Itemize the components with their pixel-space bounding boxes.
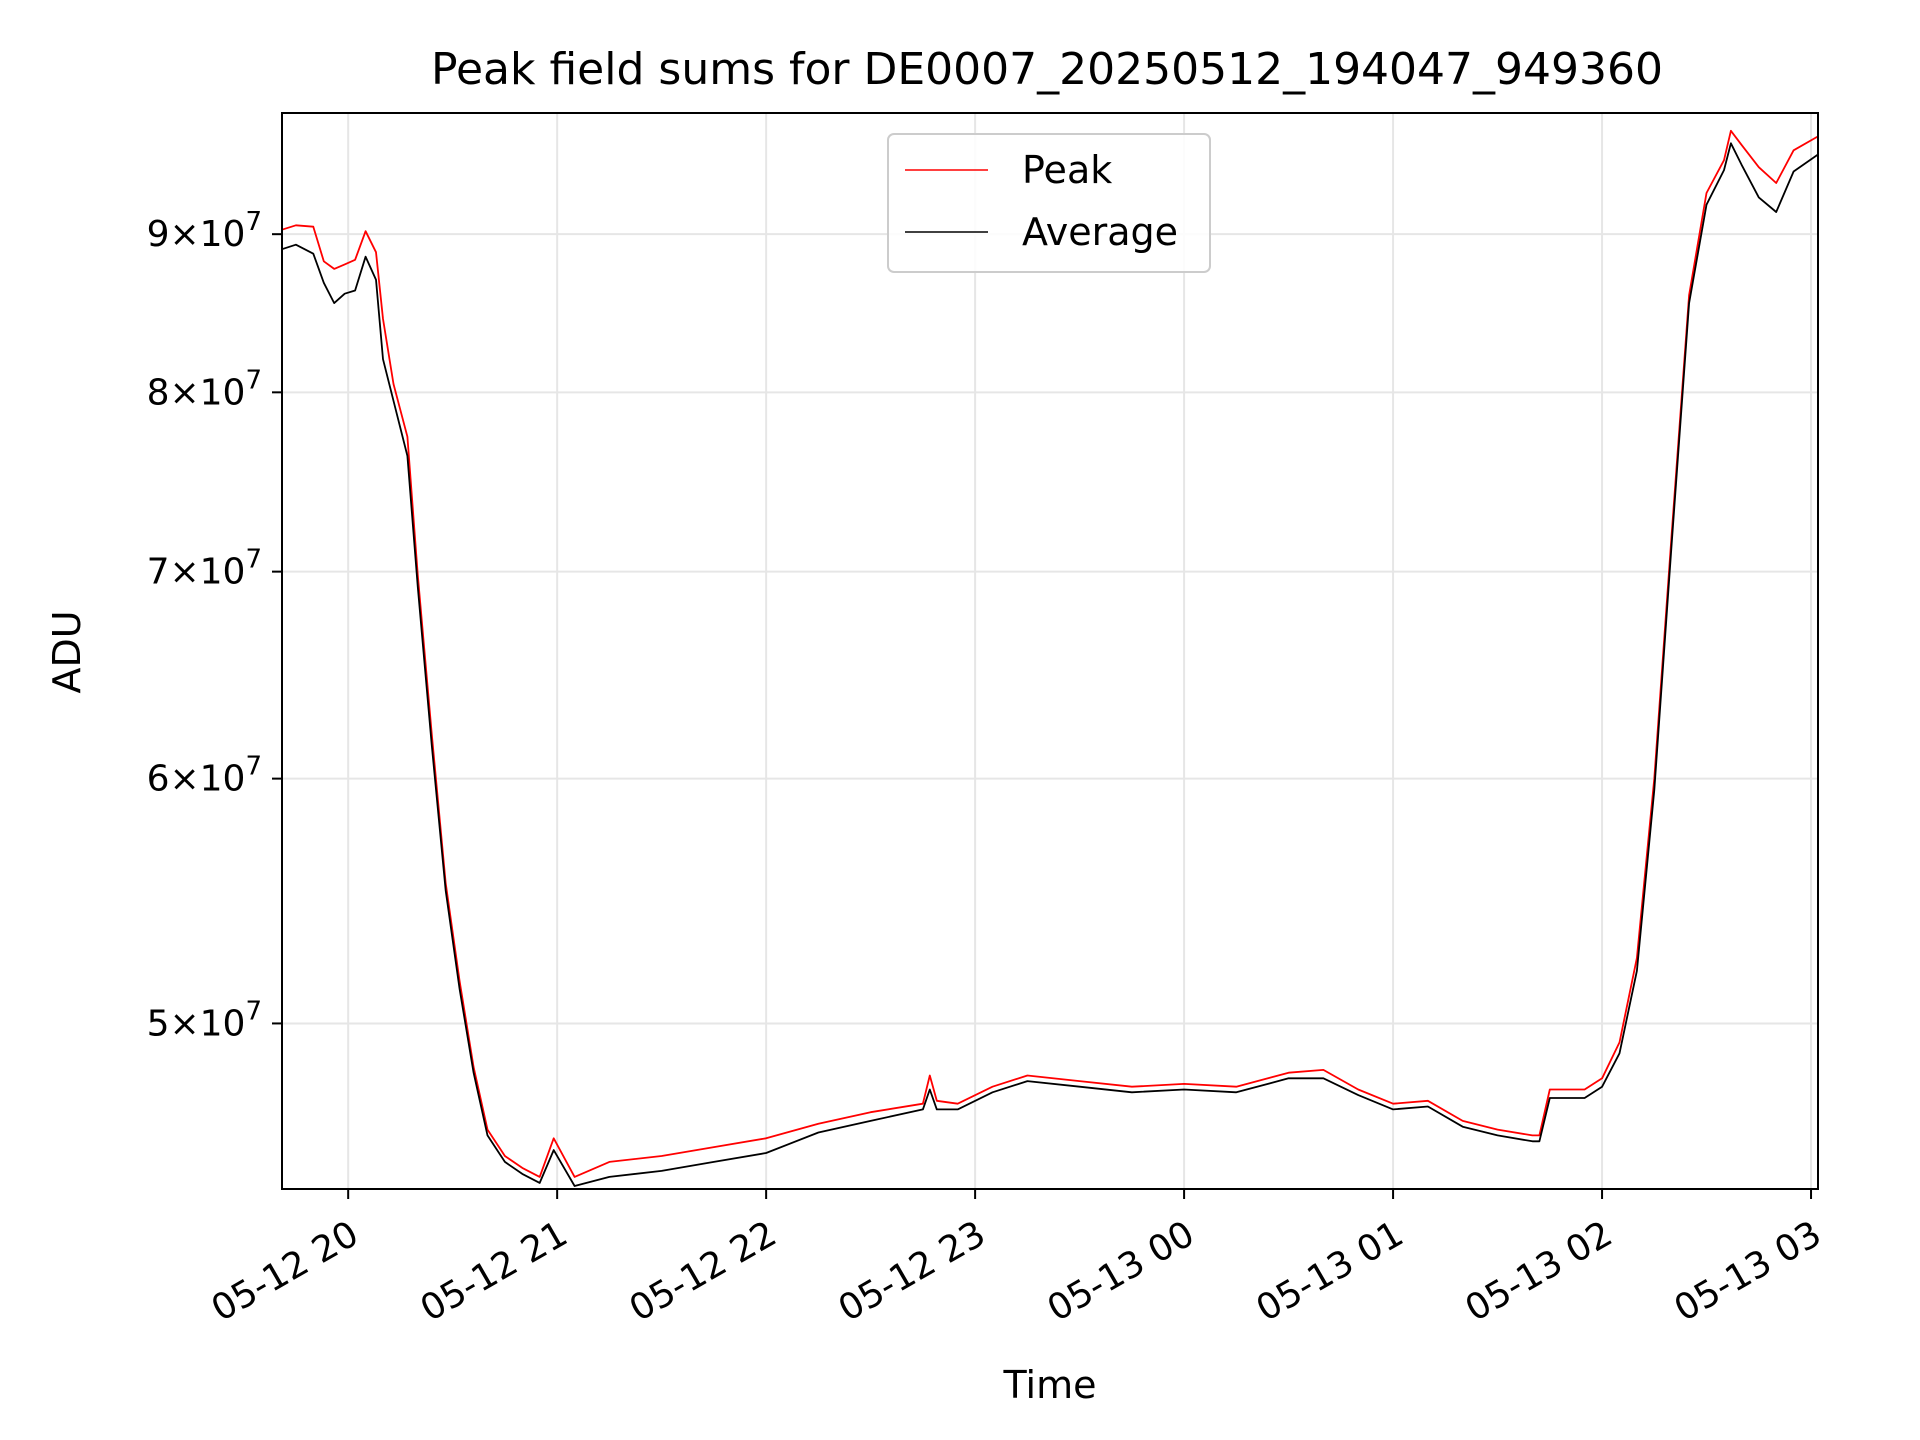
y-tick-label: 5×107 — [147, 996, 262, 1044]
legend-label-average: Average — [1022, 210, 1178, 254]
plot-frame — [281, 112, 1819, 1190]
series-layer — [281, 129, 1819, 1187]
y-tick-label: 7×107 — [147, 545, 262, 593]
legend-box — [887, 133, 1211, 273]
y-tick-label: 8×107 — [147, 365, 262, 413]
x-axis-label: Time — [1003, 1363, 1097, 1407]
chart-title: Peak field sums for DE0007_20250512_1940… — [431, 44, 1663, 95]
series-line-average — [281, 142, 1819, 1187]
legend: Peak Average — [887, 133, 1211, 273]
legend-label-peak: Peak — [1022, 148, 1112, 192]
series-line-peak — [281, 129, 1819, 1178]
y-axis: 5×107 6×107 7×107 8×107 9×107 — [147, 207, 282, 1044]
y-tick-label: 6×107 — [147, 752, 262, 800]
grid — [282, 113, 1818, 1189]
y-tick-label: 9×107 — [147, 207, 262, 255]
y-axis-label: ADU — [45, 610, 89, 693]
